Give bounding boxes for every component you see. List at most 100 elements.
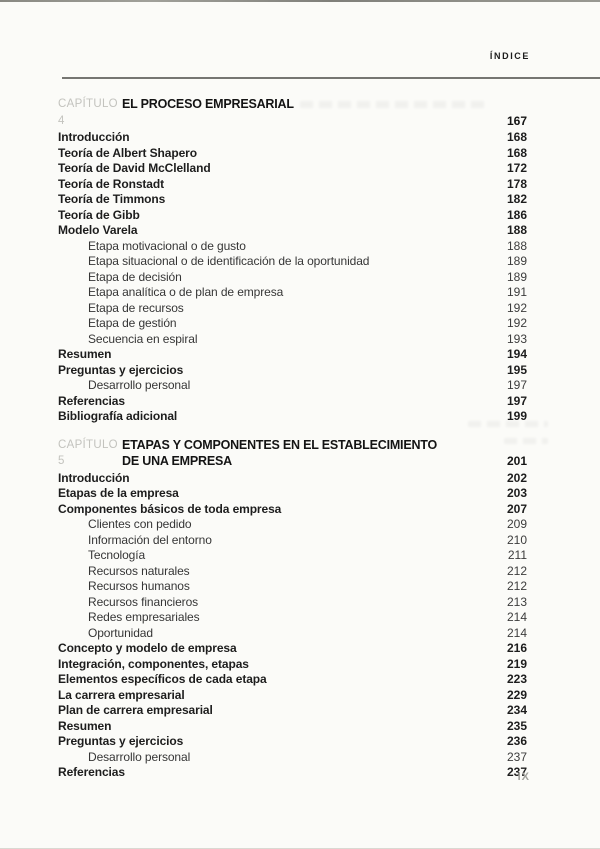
toc-entry-row: Información del entorno 210 — [58, 533, 527, 549]
toc-entry-label: Teoría de Timmons — [58, 192, 166, 206]
toc-entry-label: Secuencia en espiral — [88, 331, 198, 346]
toc-entry-label: La carrera empresarial — [58, 687, 185, 702]
toc-entry-row: Modelo Varela 188 — [58, 223, 527, 239]
toc-entry-label: Teoría de Ronstadt — [58, 176, 164, 191]
toc-entry-label: Resumen — [58, 347, 112, 361]
toc-entry-page-number: 188 — [506, 223, 527, 237]
toc-entry-label: Oportunidad — [88, 625, 153, 640]
chapter-page-number: 167 — [506, 113, 527, 128]
toc-entry-row: Recursos humanos 212 — [58, 579, 527, 595]
toc-entry-row: Integración, componentes, etapas 219 — [58, 657, 527, 673]
toc-entry-label: Introducción — [58, 470, 130, 485]
toc-entry-label: Información del entorno — [88, 532, 212, 547]
toc-entry-page-number: 202 — [506, 470, 527, 485]
toc-entry-page-number: 195 — [506, 362, 527, 377]
toc-entry-row: Clientes con pedido 209 — [58, 517, 527, 533]
toc-entry-row: Plan de carrera empresarial 234 — [58, 703, 527, 719]
toc-entry-row: Teoría de David McClelland 172 — [58, 161, 527, 177]
toc-entry-label: Clientes con pedido — [88, 517, 192, 531]
scan-top-edge-artifact — [0, 0, 600, 2]
toc-chapter: CAPÍTULO 5 ETAPAS Y COMPONENTES EN EL ES… — [58, 437, 527, 781]
chapter-title: ETAPAS Y COMPONENTES EN EL ESTABLECIMIEN… — [122, 437, 499, 470]
toc-entry-label: Referencias — [58, 765, 125, 779]
toc-entry-row: Etapa de gestión 192 — [58, 316, 527, 332]
toc-entry-page-number: 214 — [506, 610, 527, 624]
toc-entry-page-number: 212 — [506, 563, 527, 578]
toc-entry-page-number: 214 — [506, 625, 527, 640]
chapter-title-line: EL PROCESO EMPRESARIAL — [122, 97, 294, 111]
toc-entry-label: Preguntas y ejercicios — [58, 362, 184, 377]
toc-entry-page-number: 213 — [506, 594, 527, 609]
toc-entry-row: Etapa de recursos 192 — [58, 301, 527, 317]
toc-entry-label: Tecnología — [88, 548, 146, 562]
chapter-heading-row: CAPÍTULO 5 ETAPAS Y COMPONENTES EN EL ES… — [58, 437, 527, 470]
toc-entry-page-number: 189 — [506, 269, 527, 284]
toc-entry-row: Preguntas y ejercicios 236 — [58, 734, 527, 750]
toc-entry-label: Modelo Varela — [58, 223, 138, 237]
toc-entry-label: Etapa de recursos — [88, 300, 184, 315]
toc-entry-row: Etapa analítica o de plan de empresa 191 — [58, 285, 527, 301]
toc-entry-row: Teoría de Gibb 186 — [58, 208, 527, 224]
toc-entry-row: Teoría de Ronstadt 178 — [58, 177, 527, 193]
chapter-number-label: CAPÍTULO 5 — [58, 438, 118, 468]
toc-entry-row: Tecnología 211 — [58, 548, 527, 564]
toc-entry-page-number: 229 — [506, 687, 527, 702]
toc-entry-label: Integración, componentes, etapas — [58, 656, 249, 671]
chapter-entry-list: Introducción 202 Etapas de la empresa 20… — [58, 471, 527, 781]
toc-entry-label: Resumen — [58, 718, 112, 733]
toc-entry-page-number: 210 — [506, 532, 527, 547]
toc-entry-page-number: 186 — [506, 207, 527, 222]
toc-entry-label: Referencias — [58, 393, 125, 408]
toc-entry-label: Componentes básicos de toda empresa — [58, 501, 282, 516]
toc-entry-label: Etapas de la empresa — [58, 486, 179, 500]
toc-entry-label: Teoría de Gibb — [58, 207, 140, 222]
chapter-entry-list: Introducción 168 Teoría de Albert Shaper… — [58, 130, 527, 425]
toc-entry-label: Redes empresariales — [88, 610, 200, 624]
toc-entry-row: Recursos financieros 213 — [58, 595, 527, 611]
running-head-indice: ÍNDICE — [489, 51, 530, 61]
bleedthrough-artifact — [300, 101, 485, 108]
toc-entry-row: Etapa motivacional o de gusto 188 — [58, 239, 527, 255]
toc-entry-page-number: 172 — [506, 161, 527, 175]
toc-entry-page-number: 194 — [506, 347, 527, 361]
toc-entry-page-number: 197 — [506, 393, 527, 408]
toc-entry-label: Desarrollo personal — [88, 749, 191, 764]
toc-entry-label: Bibliografía adicional — [58, 409, 178, 423]
toc-entry-label: Etapa de decisión — [88, 269, 182, 284]
toc-entry-page-number: 209 — [506, 517, 527, 531]
chapter-page-number: 201 — [506, 454, 527, 468]
toc-entry-row: Bibliografía adicional 199 — [58, 409, 527, 425]
toc-entry-label: Etapa situacional o de identificación de… — [88, 254, 370, 268]
toc-entry-label: Recursos humanos — [88, 579, 190, 593]
toc-entry-row: Recursos naturales 212 — [58, 564, 527, 580]
chapter-number-label: CAPÍTULO 4 — [58, 98, 118, 127]
chapter-title-line: DE UNA EMPRESA — [122, 454, 232, 468]
toc-entry-row: Elementos específicos de cada etapa 223 — [58, 672, 527, 688]
toc-entry-row: Resumen 194 — [58, 347, 527, 363]
toc-entry-row: Introducción 202 — [58, 471, 527, 487]
toc-entry-page-number: 211 — [507, 548, 527, 562]
bleedthrough-artifact — [468, 421, 548, 427]
table-of-contents: CAPÍTULO 4 EL PROCESO EMPRESARIAL 167 In… — [58, 96, 527, 781]
folio-page-number: IX — [517, 771, 530, 783]
toc-entry-label: Etapa analítica o de plan de empresa — [88, 285, 284, 299]
toc-entry-page-number: 212 — [506, 579, 527, 593]
toc-entry-page-number: 189 — [506, 254, 527, 268]
toc-entry-page-number: 192 — [506, 300, 527, 315]
toc-entry-row: Oportunidad 214 — [58, 626, 527, 642]
toc-entry-row: Resumen 235 — [58, 719, 527, 735]
toc-entry-page-number: 191 — [506, 285, 527, 299]
toc-entry-row: Concepto y modelo de empresa 216 — [58, 641, 527, 657]
toc-entry-row: Referencias 237 — [58, 765, 527, 781]
toc-entry-page-number: 178 — [506, 176, 527, 191]
toc-entry-page-number: 236 — [506, 734, 527, 748]
toc-entry-label: Etapa de gestión — [88, 316, 177, 330]
toc-entry-label: Introducción — [58, 130, 130, 144]
toc-entry-page-number: 199 — [506, 409, 527, 423]
header-rule — [62, 77, 600, 79]
toc-entry-label: Plan de carrera empresarial — [58, 703, 213, 717]
toc-entry-label: Elementos específicos de cada etapa — [58, 672, 267, 686]
toc-entry-label: Etapa motivacional o de gusto — [88, 238, 246, 253]
toc-entry-row: Componentes básicos de toda empresa 207 — [58, 502, 527, 518]
